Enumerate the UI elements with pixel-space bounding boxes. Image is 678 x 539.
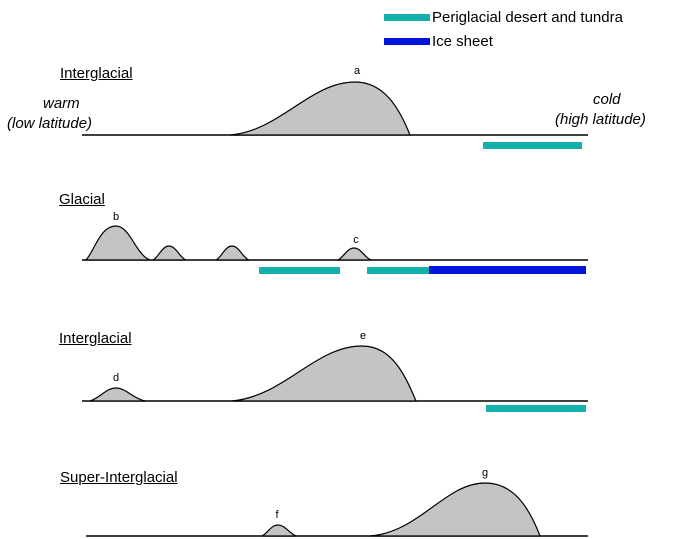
ice-sheet-band [429, 266, 586, 274]
distribution-curve-a [229, 81, 411, 136]
peak-label-a: a [353, 65, 361, 77]
peak-label-g: g [481, 467, 489, 479]
legend-item-periglacial: Periglacial desert and tundra [384, 9, 623, 25]
high-latitude-label: (high latitude) [555, 111, 646, 128]
distribution-curve-e [231, 345, 417, 402]
low-latitude-label: (low latitude) [7, 115, 93, 132]
panel-interglacial-2 [82, 345, 588, 412]
panel-title-interglacial-1: Interglacial [60, 65, 133, 82]
distribution-curve-small-1 [152, 245, 187, 261]
legend-label-ice-sheet: Ice sheet [432, 32, 493, 50]
periglacial-band [483, 142, 582, 149]
panel-title-glacial: Glacial [59, 191, 105, 208]
distribution-curve-b [84, 225, 151, 261]
panel-title-interglacial-2: Interglacial [59, 330, 132, 347]
panel-super-interglacial [86, 482, 588, 537]
peak-label-c: c [353, 234, 359, 246]
legend-label-periglacial: Periglacial desert and tundra [432, 8, 623, 26]
peak-label-d: d [112, 372, 120, 384]
legend-swatch-periglacial [384, 13, 430, 21]
warm-label: warm [43, 95, 80, 112]
peak-label-e: e [359, 330, 367, 342]
cold-label: cold [593, 91, 621, 108]
legend-item-ice-sheet: Ice sheet [384, 33, 493, 49]
periglacial-band [367, 267, 429, 274]
distribution-curve-d [89, 387, 146, 402]
peak-label-b: b [112, 211, 120, 223]
distribution-curve-g [369, 482, 541, 537]
periglacial-band [259, 267, 340, 274]
panel-title-super-interglacial: Super-Interglacial [60, 469, 178, 486]
panel-interglacial-1 [82, 81, 588, 149]
distribution-curve-c [337, 247, 372, 261]
peak-label-f: f [275, 509, 279, 521]
periglacial-band [486, 405, 586, 412]
legend-swatch-ice-sheet [384, 37, 430, 45]
distribution-curve-small-2 [215, 245, 250, 261]
panel-glacial [82, 225, 588, 274]
distribution-curve-f [261, 524, 297, 537]
